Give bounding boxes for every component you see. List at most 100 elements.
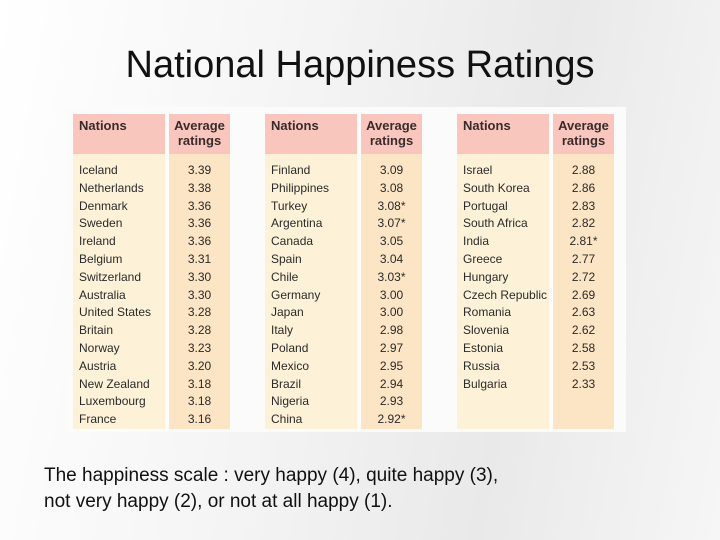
rating-cell: 3.30 xyxy=(165,268,230,287)
table-row: Czech Republic 2.69 xyxy=(457,286,614,305)
table-row: Canada 3.05 xyxy=(265,233,422,251)
nation-cell: South Africa xyxy=(457,215,551,234)
rating-cell: 3.39 xyxy=(165,162,230,180)
header-gap-row xyxy=(73,154,230,162)
gap-cell xyxy=(357,154,422,162)
nation-cell: Finland xyxy=(265,162,359,180)
nation-cell: Slovenia xyxy=(457,322,551,340)
table-row: Belgium 3.31 xyxy=(73,250,230,269)
rating-cell: 2.86 xyxy=(549,179,614,198)
nation-cell: India xyxy=(457,233,551,251)
rating-cell: 2.58 xyxy=(549,339,614,358)
table-row: Turkey 3.08* xyxy=(265,197,422,216)
nation-cell: China xyxy=(265,411,359,429)
table-row: Nigeria 2.93 xyxy=(265,393,422,412)
table-row: Norway 3.23 xyxy=(73,339,230,358)
happiness-scale-caption: The happiness scale : very happy (4), qu… xyxy=(44,463,684,515)
nation-cell: Austria xyxy=(73,357,167,376)
nation-cell: Belgium xyxy=(73,250,167,269)
rating-cell: 2.69 xyxy=(549,286,614,305)
nation-cell: Iceland xyxy=(73,162,167,180)
rating-cell: 3.23 xyxy=(165,339,230,358)
nation-cell: Poland xyxy=(265,339,359,358)
rating-cell: 3.36 xyxy=(165,233,230,251)
rating-cell: 3.05 xyxy=(357,233,422,251)
nation-cell xyxy=(457,393,551,412)
nation-cell: Luxembourg xyxy=(73,393,167,412)
nation-cell: Australia xyxy=(73,286,167,305)
table-row: Germany 3.00 xyxy=(265,286,422,305)
table-column-3: Nations Average ratings Israel 2.88 South K… xyxy=(457,114,614,429)
rating-cell: 3.36 xyxy=(165,215,230,234)
rating-cell: 3.04 xyxy=(357,250,422,269)
table-row: Portugal 2.83 xyxy=(457,197,614,216)
table-row: South Korea 2.86 xyxy=(457,179,614,198)
slide-title: National Happiness Ratings xyxy=(125,44,595,86)
nation-cell: New Zealand xyxy=(73,375,167,394)
rating-cell: 3.03* xyxy=(357,268,422,287)
table-row: Sweden 3.36 xyxy=(73,215,230,234)
nations-header: Nations xyxy=(265,114,359,154)
table-row: Brazil 2.94 xyxy=(265,375,422,394)
nation-cell: United States xyxy=(73,304,167,323)
rating-cell: 3.20 xyxy=(165,357,230,376)
table-row: Australia 3.30 xyxy=(73,286,230,305)
rating-cell: 3.28 xyxy=(165,322,230,340)
nation-cell: Norway xyxy=(73,339,167,358)
nation-cell: Russia xyxy=(457,357,551,376)
nation-cell: Britain xyxy=(73,322,167,340)
table-row: Argentina 3.07* xyxy=(265,215,422,234)
rating-cell: 3.09 xyxy=(357,162,422,180)
table-row: France 3.16 xyxy=(73,411,230,429)
table-row: Slovenia 2.62 xyxy=(457,322,614,340)
rating-cell: 2.88 xyxy=(549,162,614,180)
nation-cell: Mexico xyxy=(265,357,359,376)
nation-cell: Turkey xyxy=(265,197,359,216)
table-row: Austria 3.20 xyxy=(73,357,230,376)
table-column-1: Nations Average ratings Iceland 3.39 Nether… xyxy=(73,114,230,429)
nation-cell: Philippines xyxy=(265,179,359,198)
table-row: Hungary 2.72 xyxy=(457,268,614,287)
nation-cell: Greece xyxy=(457,250,551,269)
caption-line-2: not very happy (2), or not at all happy … xyxy=(44,491,393,512)
rating-cell: 3.36 xyxy=(165,197,230,216)
nations-header: Nations xyxy=(457,114,551,154)
nation-cell: Sweden xyxy=(73,215,167,234)
rating-cell: 2.94 xyxy=(357,375,422,394)
table-row: Finland 3.09 xyxy=(265,162,422,180)
table-row: Spain 3.04 xyxy=(265,250,422,269)
rating-cell: 3.08 xyxy=(357,179,422,198)
caption-line-1: The happiness scale : very happy (4), qu… xyxy=(44,465,499,486)
rating-cell xyxy=(549,411,614,429)
table-row: Luxembourg 3.18 xyxy=(73,393,230,412)
rating-cell: 3.16 xyxy=(165,411,230,429)
rating-cell: 2.62 xyxy=(549,322,614,340)
table-row: Italy 2.98 xyxy=(265,322,422,340)
nation-cell: Italy xyxy=(265,322,359,340)
nations-header: Nations xyxy=(73,114,167,154)
table-row: Greece 2.77 xyxy=(457,250,614,269)
nation-cell: Netherlands xyxy=(73,179,167,198)
ratings-header: Average ratings xyxy=(549,114,614,154)
rating-cell: 3.28 xyxy=(165,304,230,323)
table-row: Switzerland 3.30 xyxy=(73,268,230,287)
nation-cell: Portugal xyxy=(457,197,551,216)
table-row xyxy=(457,393,614,412)
rating-cell: 2.97 xyxy=(357,339,422,358)
table-row xyxy=(457,411,614,429)
nation-cell: Estonia xyxy=(457,339,551,358)
nation-cell: Israel xyxy=(457,162,551,180)
rating-cell: 3.31 xyxy=(165,250,230,269)
rating-cell: 3.18 xyxy=(165,375,230,394)
nation-cell: South Korea xyxy=(457,179,551,198)
table-row: United States 3.28 xyxy=(73,304,230,323)
table-row: Mexico 2.95 xyxy=(265,357,422,376)
rating-cell: 2.82 xyxy=(549,215,614,234)
rating-cell: 3.07* xyxy=(357,215,422,234)
rating-cell: 3.00 xyxy=(357,286,422,305)
table-row: Japan 3.00 xyxy=(265,304,422,323)
table-row: New Zealand 3.18 xyxy=(73,375,230,394)
nation-cell: Bulgaria xyxy=(457,375,551,394)
nation-cell: France xyxy=(73,411,167,429)
rating-cell: 3.08* xyxy=(357,197,422,216)
